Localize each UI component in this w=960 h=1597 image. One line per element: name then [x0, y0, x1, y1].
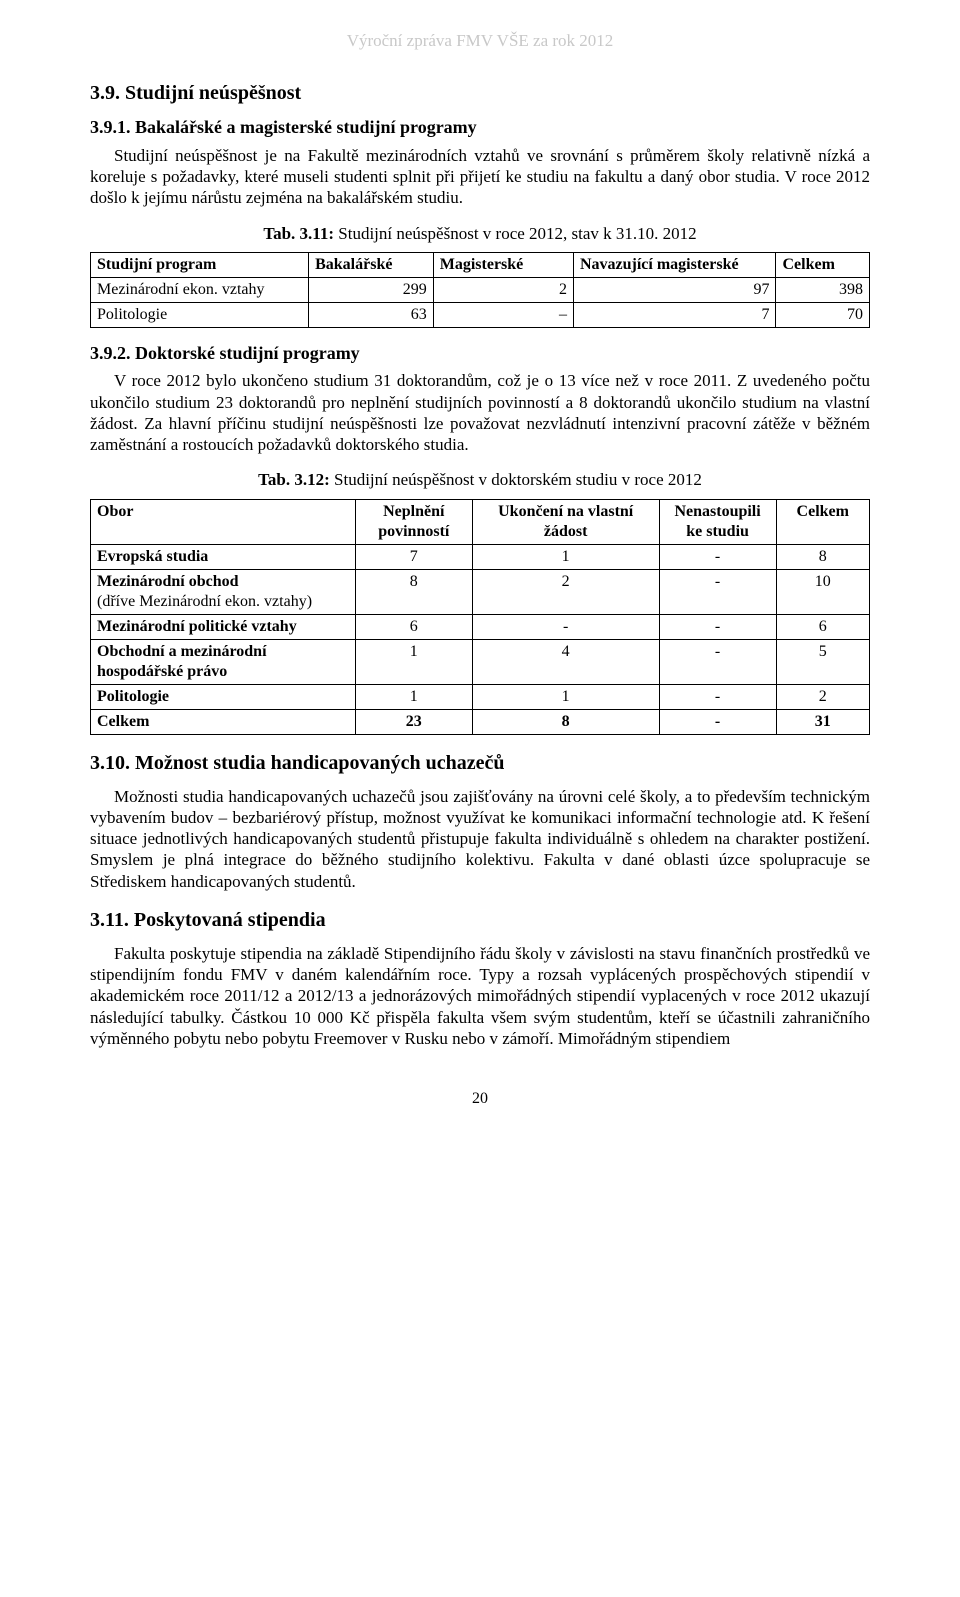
col-header: Neplnění povinností: [355, 499, 472, 544]
cell-label: Mezinárodní obchod (dříve Mezinárodní ek…: [91, 569, 356, 614]
section-3-9-2-title: 3.9.2. Doktorské studijní programy: [90, 342, 870, 365]
cell-value: –: [433, 302, 573, 327]
cell-value: -: [659, 639, 776, 684]
table-3-12-caption-bold: Tab. 3.12:: [258, 470, 330, 489]
col-header: Obor: [91, 499, 356, 544]
cell-label: Mezinárodní ekon. vztahy: [91, 277, 309, 302]
cell-value: 8: [472, 709, 659, 734]
cell-value: 2: [472, 569, 659, 614]
cell-label-sub: (dříve Mezinárodní ekon. vztahy): [97, 593, 312, 610]
table-row: Evropská studia 7 1 - 8: [91, 544, 870, 569]
cell-label: Celkem: [91, 709, 356, 734]
col-header: Celkem: [776, 499, 870, 544]
cell-label-text: Celkem: [97, 713, 149, 730]
cell-value: 31: [776, 709, 870, 734]
cell-label-text: Mezinárodní politické vztahy: [97, 618, 297, 635]
table-row: Mezinárodní obchod (dříve Mezinárodní ek…: [91, 569, 870, 614]
table-row: Politologie 63 – 7 70: [91, 302, 870, 327]
cell-value: 7: [355, 544, 472, 569]
cell-value: -: [472, 614, 659, 639]
table-3-12-caption-rest: Studijní neúspěšnost v doktorském studiu…: [330, 470, 702, 489]
section-3-9-2-para: V roce 2012 bylo ukončeno studium 31 dok…: [90, 370, 870, 455]
table-3-11-caption-rest: Studijní neúspěšnost v roce 2012, stav k…: [334, 224, 697, 243]
cell-value: 1: [472, 684, 659, 709]
table-3-11-caption-bold: Tab. 3.11:: [263, 224, 334, 243]
table-row: Politologie 1 1 - 2: [91, 684, 870, 709]
cell-value: 6: [776, 614, 870, 639]
cell-value-text: -: [715, 713, 720, 730]
page: Výroční zpráva FMV VŠE za rok 2012 3.9. …: [0, 0, 960, 1169]
running-header: Výroční zpráva FMV VŠE za rok 2012: [90, 30, 870, 51]
cell-value: -: [659, 569, 776, 614]
table-3-11-caption: Tab. 3.11: Studijní neúspěšnost v roce 2…: [90, 223, 870, 244]
section-3-9-1-para: Studijní neúspěšnost je na Fakultě mezin…: [90, 145, 870, 209]
cell-value: 5: [776, 639, 870, 684]
table-row: Studijní program Bakalářské Magisterské …: [91, 252, 870, 277]
cell-label: Evropská studia: [91, 544, 356, 569]
cell-value: 8: [776, 544, 870, 569]
col-header: Bakalářské: [309, 252, 434, 277]
table-row: Obchodní a mezinárodní hospodářské právo…: [91, 639, 870, 684]
table-row: Mezinárodní ekon. vztahy 299 2 97 398: [91, 277, 870, 302]
section-3-10-title: 3.10. Možnost studia handicapovaných uch…: [90, 751, 870, 776]
table-3-12-caption: Tab. 3.12: Studijní neúspěšnost v doktor…: [90, 469, 870, 490]
section-3-9-1-title: 3.9.1. Bakalářské a magisterské studijní…: [90, 116, 870, 139]
col-header: Studijní program: [91, 252, 309, 277]
cell-value: 2: [433, 277, 573, 302]
page-number: 20: [90, 1089, 870, 1109]
cell-value-text: 23: [406, 713, 422, 730]
cell-value: 6: [355, 614, 472, 639]
cell-label-text: Obchodní a mezinárodní hospodářské právo: [97, 643, 267, 680]
cell-value: -: [659, 544, 776, 569]
table-3-11: Studijní program Bakalářské Magisterské …: [90, 252, 870, 328]
section-3-11-para: Fakulta poskytuje stipendia na základě S…: [90, 943, 870, 1049]
cell-value: -: [659, 684, 776, 709]
cell-value: 97: [573, 277, 776, 302]
cell-value: 4: [472, 639, 659, 684]
cell-value: 1: [355, 684, 472, 709]
section-3-9-title: 3.9. Studijní neúspěšnost: [90, 81, 870, 106]
cell-label: Politologie: [91, 684, 356, 709]
cell-label: Obchodní a mezinárodní hospodářské právo: [91, 639, 356, 684]
cell-value: 8: [355, 569, 472, 614]
cell-value: 1: [472, 544, 659, 569]
cell-value: 299: [309, 277, 434, 302]
cell-label-text: Evropská studia: [97, 548, 208, 565]
cell-value: 70: [776, 302, 870, 327]
cell-value: 23: [355, 709, 472, 734]
cell-value-text: 8: [562, 713, 570, 730]
col-header: Navazující magisterské: [573, 252, 776, 277]
cell-label: Politologie: [91, 302, 309, 327]
cell-value: 7: [573, 302, 776, 327]
table-row: Mezinárodní politické vztahy 6 - - 6: [91, 614, 870, 639]
section-3-11-title: 3.11. Poskytovaná stipendia: [90, 908, 870, 933]
section-3-10-para: Možnosti studia handicapovaných uchazečů…: [90, 786, 870, 892]
cell-value: 2: [776, 684, 870, 709]
cell-value: 63: [309, 302, 434, 327]
table-3-12: Obor Neplnění povinností Ukončení na vla…: [90, 499, 870, 735]
cell-value: 1: [355, 639, 472, 684]
cell-label-text: Politologie: [97, 688, 169, 705]
cell-value: -: [659, 614, 776, 639]
col-header: Magisterské: [433, 252, 573, 277]
col-header: Nenastoupili ke studiu: [659, 499, 776, 544]
cell-label-text: Mezinárodní obchod: [97, 573, 239, 590]
table-row: Obor Neplnění povinností Ukončení na vla…: [91, 499, 870, 544]
cell-value: 10: [776, 569, 870, 614]
cell-label: Mezinárodní politické vztahy: [91, 614, 356, 639]
cell-value-text: 31: [815, 713, 831, 730]
cell-value: -: [659, 709, 776, 734]
table-row: Celkem 23 8 - 31: [91, 709, 870, 734]
cell-value: 398: [776, 277, 870, 302]
col-header: Celkem: [776, 252, 870, 277]
col-header: Ukončení na vlastní žádost: [472, 499, 659, 544]
